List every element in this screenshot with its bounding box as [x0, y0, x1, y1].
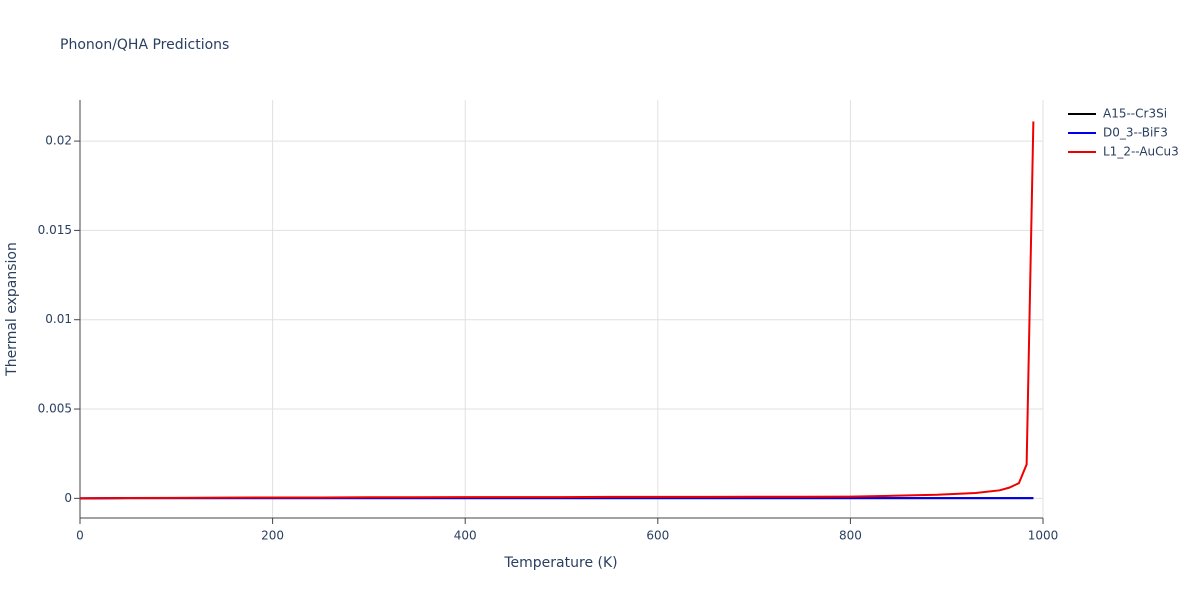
- y-tick-label: 0.015: [38, 223, 72, 237]
- x-axis-label: Temperature (K): [503, 555, 617, 571]
- x-tick-label: 1000: [1028, 529, 1059, 543]
- legend-label: D0_3--BiF3: [1103, 126, 1168, 140]
- y-tick-label: 0: [64, 491, 72, 505]
- chart-title: Phonon/QHA Predictions: [60, 37, 229, 53]
- legend-label: L1_2--AuCu3: [1103, 145, 1179, 159]
- x-tick-label: 600: [646, 529, 669, 543]
- line-series: [80, 121, 1033, 498]
- x-tick-label: 800: [839, 529, 862, 543]
- y-tick-label: 0.02: [45, 134, 72, 148]
- y-axis-label: Thermal expansion: [4, 242, 20, 377]
- x-tick-label: 400: [454, 529, 477, 543]
- legend-label: A15--Cr3Si: [1103, 107, 1167, 121]
- y-tick-label: 0.005: [38, 402, 72, 416]
- x-tick-label: 0: [76, 529, 84, 543]
- x-tick-label: 200: [261, 529, 284, 543]
- y-tick-label: 0.01: [45, 312, 72, 326]
